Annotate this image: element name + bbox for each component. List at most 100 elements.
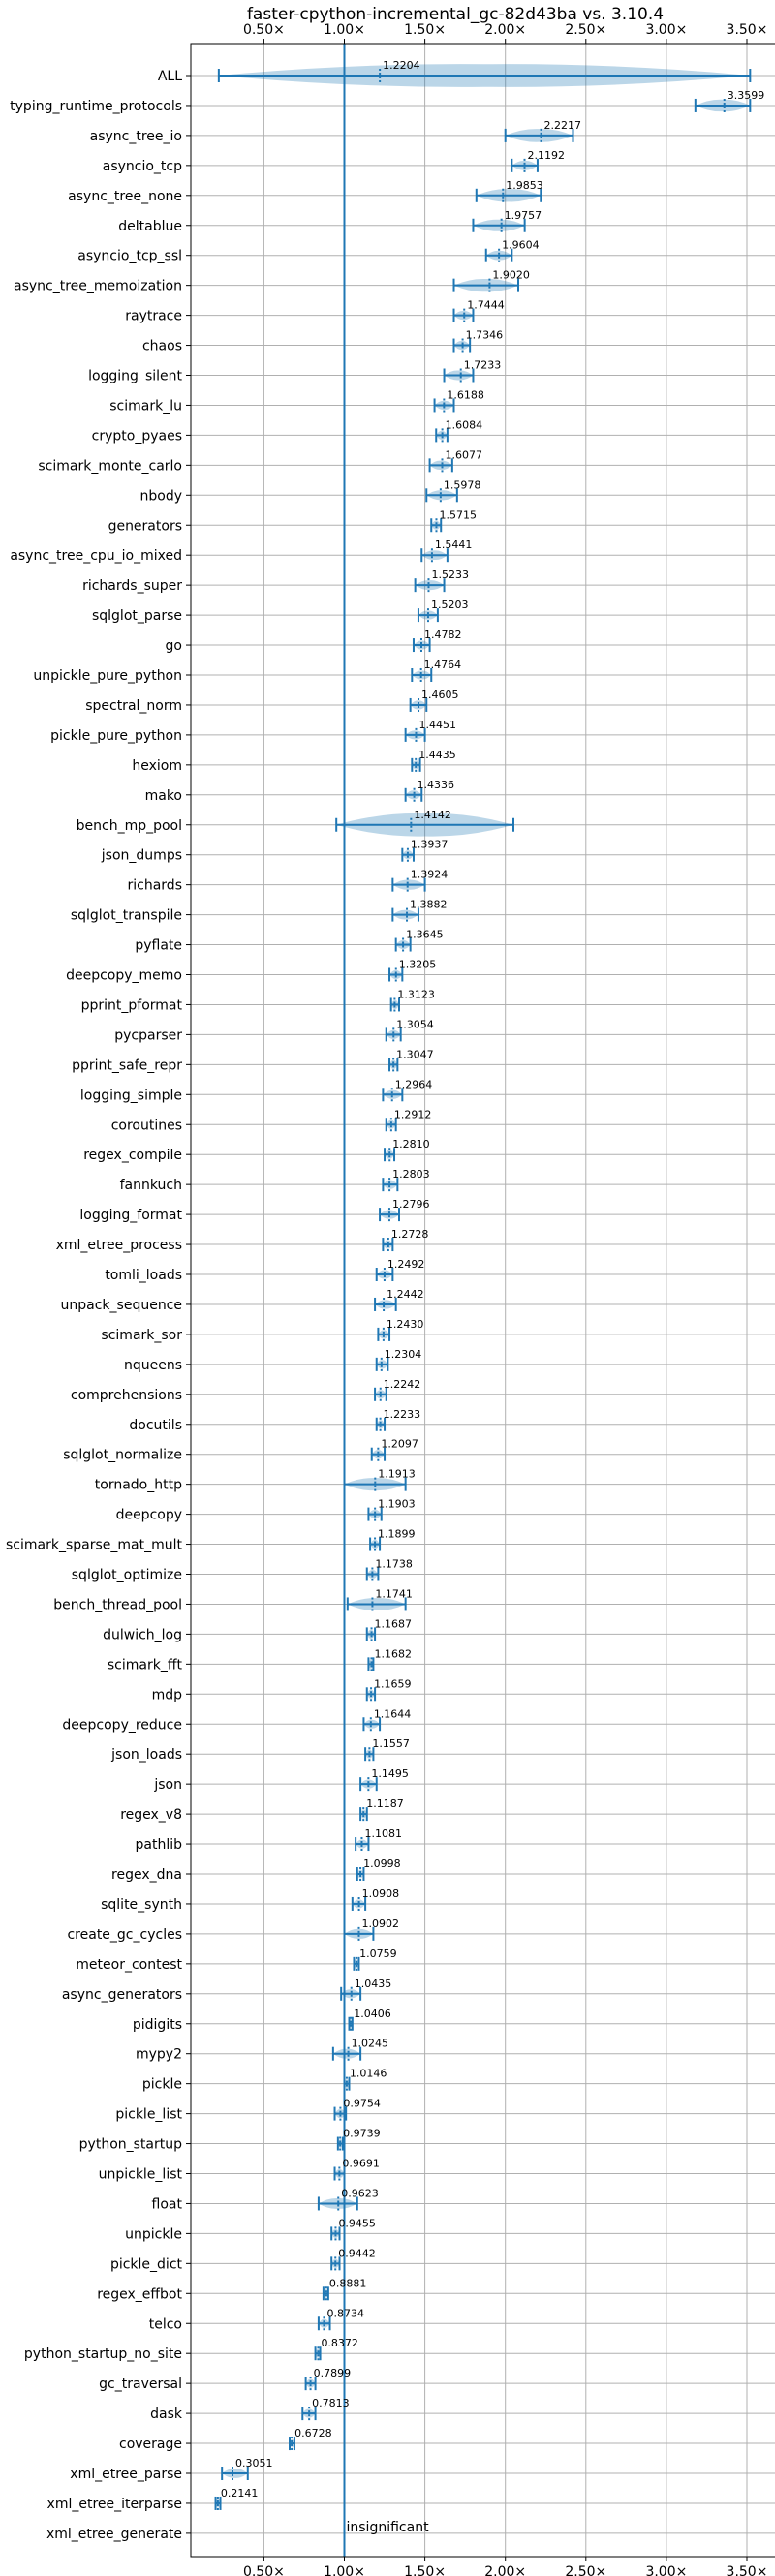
benchmark-label: pickle_pure_python — [50, 728, 182, 744]
value-label: 0.9623 — [341, 2187, 379, 2199]
benchmark-label: regex_dna — [111, 1867, 182, 1883]
benchmark-label: bench_thread_pool — [53, 1597, 182, 1612]
value-label: 1.2233 — [384, 1408, 421, 1421]
benchmark-label: pickle_dict — [110, 2256, 183, 2272]
benchmark-label: xml_etree_generate — [46, 2527, 182, 2542]
x-tick-label-top: 2.50× — [565, 22, 606, 38]
value-label: 0.9442 — [338, 2247, 376, 2259]
value-label: 1.2492 — [388, 1258, 425, 1271]
benchmark-label: nbody — [140, 488, 183, 504]
value-label: 1.1738 — [375, 1558, 413, 1571]
value-label: 1.7346 — [466, 329, 504, 342]
x-tick-label-bottom: 3.50× — [727, 2564, 768, 2576]
value-label: 0.9739 — [343, 2128, 381, 2140]
value-label: 1.2442 — [387, 1288, 424, 1301]
value-label: 1.1495 — [371, 1767, 409, 1780]
benchmark-label: deepcopy_reduce — [62, 1717, 182, 1733]
benchmark-label: coroutines — [111, 1118, 182, 1133]
value-label: 1.0435 — [355, 1978, 392, 1990]
x-tick-label-top: 3.50× — [727, 22, 768, 38]
value-label: 1.4336 — [418, 779, 455, 791]
benchmark-label: sqlglot_optimize — [72, 1568, 182, 1583]
benchmark-label: async_tree_cpu_io_mixed — [10, 548, 182, 564]
value-label: 1.9020 — [492, 269, 530, 282]
benchmark-label: mypy2 — [136, 2047, 182, 2063]
benchmark-label: json_loads — [110, 1747, 182, 1763]
benchmark-label: pprint_pformat — [81, 997, 183, 1013]
benchmark-label: meteor_contest — [76, 1957, 182, 1973]
value-label: 0.2141 — [221, 2487, 259, 2499]
benchmark-label: scimark_monte_carlo — [38, 458, 182, 474]
value-label: 1.1644 — [374, 1707, 412, 1720]
x-tick-label-top: 3.00× — [645, 22, 687, 38]
benchmark-label: xml_etree_iterparse — [47, 2497, 182, 2512]
value-label: 1.5441 — [435, 538, 473, 551]
benchmark-label: scimark_lu — [109, 398, 182, 414]
benchmark-label: scimark_sparse_mat_mult — [6, 1538, 182, 1553]
marks-layer: 1.2204 3.3599 2.2217 2.1192 1.9853 1.9757 1.96… — [214, 59, 764, 2535]
benchmark-label: scimark_sor — [101, 1328, 182, 1343]
benchmark-label: coverage — [119, 2437, 182, 2452]
benchmark-label: pyflate — [135, 938, 182, 954]
benchmark-label: unpickle_list — [99, 2167, 183, 2183]
benchmark-label: typing_runtime_protocols — [10, 99, 182, 114]
benchmark-label: float — [152, 2196, 183, 2212]
plot-frame — [190, 43, 775, 2558]
benchmark-label: spectral_norm — [85, 698, 182, 714]
value-label: 1.4605 — [421, 689, 459, 701]
benchmark-label: fannkuch — [120, 1178, 182, 1193]
benchmark-label: regex_compile — [83, 1148, 182, 1163]
benchmark-label: python_startup — [79, 2137, 182, 2153]
value-label: 1.2810 — [392, 1138, 430, 1150]
benchmark-label: logging_simple — [80, 1088, 182, 1103]
value-label: 1.6188 — [447, 388, 484, 401]
benchmark-label: deepcopy — [116, 1508, 182, 1523]
benchmark-label: richards — [128, 878, 183, 894]
x-tick-label-bottom: 1.00× — [324, 2564, 365, 2576]
value-label: 1.1899 — [378, 1528, 416, 1541]
value-label: 1.1687 — [375, 1617, 413, 1630]
value-label: 1.1903 — [378, 1498, 416, 1511]
benchmark-label: bench_mp_pool — [77, 818, 182, 834]
x-tick-label-bottom: 0.50× — [243, 2564, 285, 2576]
value-label: 0.3051 — [235, 2457, 273, 2469]
value-label: 1.2097 — [381, 1438, 418, 1451]
benchmark-label: comprehensions — [71, 1388, 182, 1403]
value-label: 1.4142 — [414, 809, 451, 821]
value-label: 1.2796 — [392, 1198, 430, 1211]
benchmark-label: json_dumps — [101, 848, 182, 864]
x-tick-label-top: 0.50× — [243, 22, 285, 38]
value-label: 0.7899 — [314, 2367, 352, 2379]
value-label: 1.2304 — [385, 1348, 422, 1361]
value-label: 1.0146 — [350, 2068, 388, 2080]
benchmark-label: crypto_pyaes — [92, 428, 182, 444]
benchmark-label: sqlglot_transpile — [71, 908, 182, 924]
x-tick-label-top: 1.50× — [404, 22, 446, 38]
benchmark-label: mako — [145, 788, 182, 804]
benchmark-label: regex_effbot — [97, 2286, 182, 2302]
benchmark-label: docutils — [129, 1418, 182, 1433]
value-label: 1.1557 — [372, 1737, 410, 1750]
benchmark-label: xml_etree_process — [56, 1238, 182, 1253]
value-label: 0.9455 — [338, 2217, 376, 2229]
value-label: 1.0998 — [363, 1857, 401, 1870]
benchmark-label: async_tree_memoization — [14, 279, 182, 294]
x-tick-label-bottom: 3.00× — [645, 2564, 687, 2576]
benchmark-label: sqlglot_normalize — [63, 1448, 182, 1463]
benchmark-label: asyncio_tcp_ssl — [78, 249, 182, 264]
value-label: 0.7813 — [312, 2397, 350, 2409]
value-label: 1.1659 — [374, 1677, 412, 1690]
benchmark-label: xml_etree_parse — [70, 2467, 182, 2482]
value-label: 1.3937 — [411, 839, 449, 851]
x-tick-label-bottom: 2.50× — [565, 2564, 606, 2576]
value-label: 1.3047 — [396, 1048, 434, 1060]
value-label: 1.6077 — [445, 448, 482, 461]
benchmark-label: create_gc_cycles — [67, 1927, 182, 1943]
value-label: 1.1741 — [375, 1587, 413, 1600]
benchmark-label: scimark_fft — [108, 1657, 183, 1672]
value-label: 1.0245 — [352, 2038, 389, 2050]
value-label: 1.5715 — [439, 508, 477, 521]
benchmark-label: sqlglot_parse — [92, 608, 182, 624]
chart-title: faster-cpython-incremental_gc-82d43ba vs… — [247, 5, 664, 24]
benchmark-label: async_tree_none — [68, 189, 182, 204]
